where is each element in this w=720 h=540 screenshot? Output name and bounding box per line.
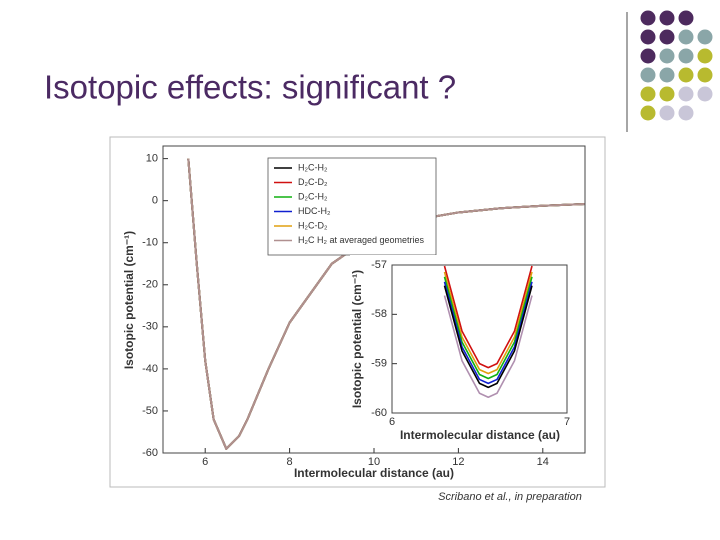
- x-tick-label: 6: [202, 456, 208, 468]
- y-tick-label: -40: [142, 363, 158, 375]
- plot-border: [162, 145, 586, 454]
- series-line: [443, 265, 533, 369]
- series-line: [443, 295, 533, 399]
- x-tick-label: 10: [368, 456, 380, 468]
- legend-label: HDC-H₂: [298, 206, 331, 216]
- plot-border: [391, 264, 568, 414]
- x-tick-label: 8: [287, 456, 293, 468]
- legend: [267, 157, 437, 256]
- series-line: [443, 281, 533, 385]
- y-axis-label: Isotopic potential (cm⁻¹): [350, 270, 364, 408]
- main-plot: 6 8 10 12 14 10 0 -10 -20 -30 -40 -50 -60 Intermolecu…: [122, 145, 586, 480]
- legend-label: H₂C H₂ at averaged geometries: [298, 235, 425, 245]
- y-tick-label: -60: [142, 447, 158, 459]
- series-line: [187, 158, 585, 450]
- y-tick-label: -50: [142, 405, 158, 417]
- series-line: [443, 285, 533, 389]
- legend-label: D₂C-D₂: [298, 177, 328, 187]
- y-tick-label: 0: [152, 195, 158, 207]
- inset-plot: 6 7 -57 -58 -59 -60 Intermolecular distance (a…: [350, 259, 570, 442]
- y-tick-label: -20: [142, 279, 158, 291]
- x-axis-label: Intermolecular distance (au): [400, 428, 560, 442]
- y-tick-label: -57: [371, 259, 387, 271]
- y-tick-label: -60: [371, 407, 387, 419]
- x-tick-label: 6: [389, 416, 395, 428]
- x-tick-label: 12: [452, 456, 464, 468]
- legend-label: D₂C-H₂: [298, 191, 328, 201]
- y-tick-label: -58: [371, 308, 387, 320]
- legend-entries: H₂C-H₂ D₂C-D₂ D₂C-H₂ HDC-H₂ H₂C-D₂ H₂C H₂ at …: [274, 162, 425, 245]
- legend-label: H₂C-D₂: [298, 220, 328, 230]
- x-tick-label: 14: [537, 456, 549, 468]
- y-tick-label: -10: [142, 237, 158, 249]
- series-line: [443, 276, 533, 380]
- slide-title: Isotopic effects: significant ?: [44, 69, 456, 106]
- y-axis-label: Isotopic potential (cm⁻¹): [122, 231, 136, 369]
- legend-label: H₂C-H₂: [298, 162, 328, 172]
- x-tick-label: 7: [564, 416, 570, 428]
- dot-grid: [640, 10, 713, 121]
- x-axis-label: Intermolecular distance (au): [294, 466, 454, 480]
- y-tick-label: -30: [142, 321, 158, 333]
- citation: Scribano et al., in preparation: [438, 491, 582, 503]
- series-line: [443, 271, 533, 375]
- y-tick-label: 10: [146, 153, 158, 165]
- y-tick-label: -59: [371, 358, 387, 370]
